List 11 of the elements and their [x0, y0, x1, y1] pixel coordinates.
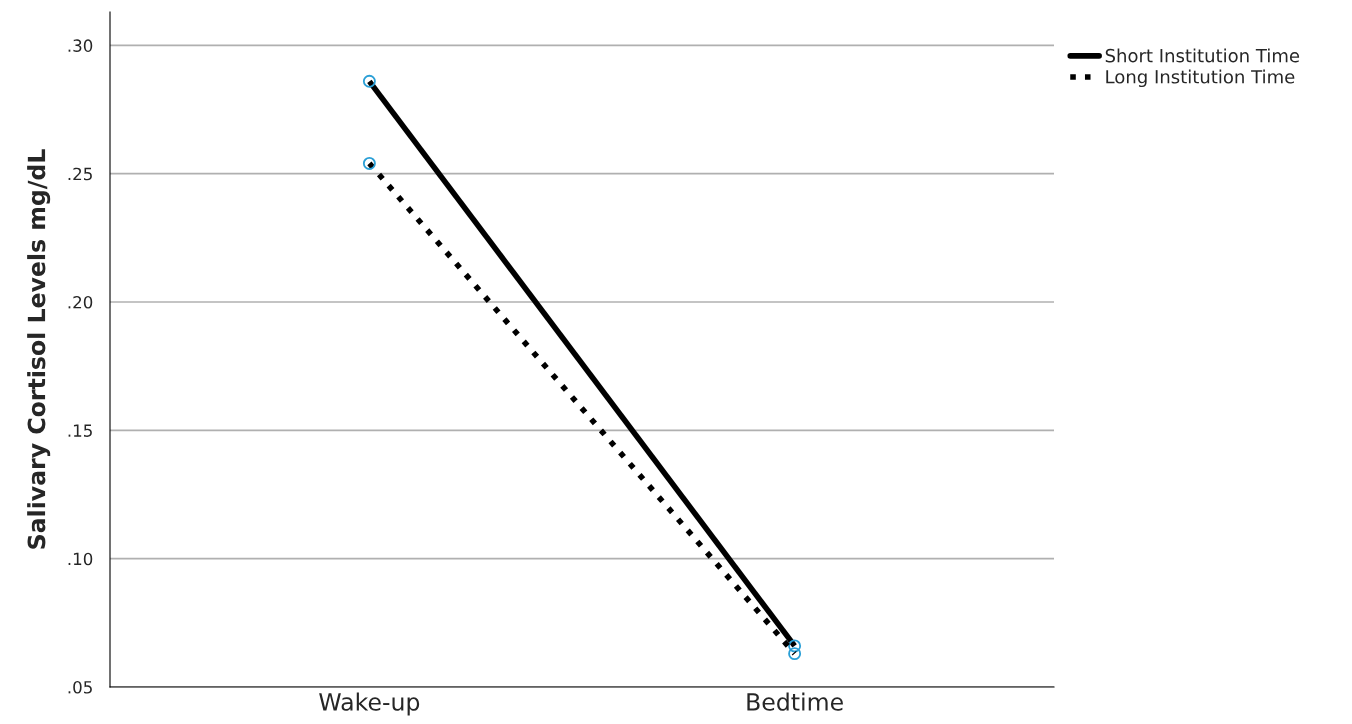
y-tick-label: .20 [68, 295, 93, 309]
y-tick-label: .10 [68, 552, 93, 566]
y-axis-title: Salivary Cortisol Levels mg/dL [27, 149, 51, 549]
legend-label: Long Institution Time [1106, 69, 1295, 88]
y-tick-label: .25 [68, 167, 92, 181]
x-tick-label: Bedtime [747, 692, 843, 711]
y-tick-label: .05 [68, 680, 92, 694]
legend-label: Short Institution Time [1105, 48, 1300, 63]
x-tick-label: Wake-up [319, 692, 420, 716]
y-tick-label: .30 [68, 39, 93, 52]
y-tick-label: .15 [68, 424, 92, 437]
